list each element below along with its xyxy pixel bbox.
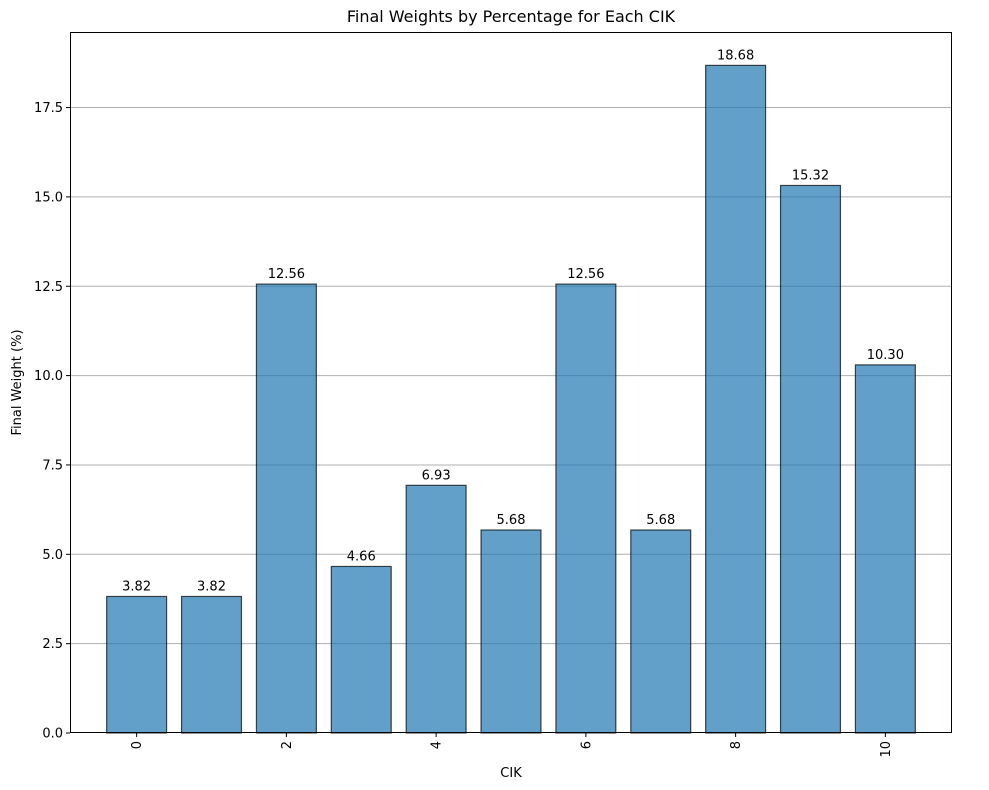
y-tick-label: 5.0	[42, 548, 63, 563]
gridlines	[70, 107, 952, 645]
bar	[255, 283, 317, 734]
x-tick-label: 2	[280, 741, 295, 749]
x-tick-label: 8	[729, 741, 744, 749]
x-axis-label: CIK	[500, 766, 522, 781]
y-tick-label: 10.0	[34, 369, 63, 384]
bar	[779, 184, 842, 734]
bar-value-label: 15.32	[792, 168, 829, 183]
bar-value-label: 10.30	[867, 348, 904, 363]
chart-title: Final Weights by Percentage for Each CIK	[347, 7, 676, 26]
bar-value-label: 6.93	[422, 468, 451, 483]
bar	[405, 484, 467, 734]
y-tick-label: 2.5	[42, 637, 63, 652]
y-axis-ticks: 0.0 2.5 5.0 7.5 10.0 12.5 15.0 17.5	[34, 101, 70, 742]
bar	[705, 64, 767, 734]
plot-frame	[70, 32, 952, 733]
y-tick-label: 17.5	[34, 101, 63, 116]
bar-value-label: 18.68	[717, 48, 754, 63]
bar-value-label: 5.68	[646, 513, 675, 528]
y-tick-label: 0.0	[42, 727, 63, 742]
x-tick-label: 6	[579, 741, 594, 749]
bar	[854, 364, 916, 734]
bar-value-labels: 3.82 3.82 12.56 4.66 6.93 5.68 12.56 5.68 18.68 1…	[122, 48, 904, 594]
bar-value-label: 12.56	[268, 267, 305, 282]
x-tick-label: 4	[430, 741, 445, 749]
bar	[106, 595, 168, 734]
bar	[630, 529, 692, 734]
y-tick-label: 12.5	[34, 280, 63, 295]
bar-value-label: 5.68	[497, 513, 526, 528]
bar-value-label: 3.82	[197, 579, 226, 594]
bar-value-label: 4.66	[347, 549, 376, 564]
y-tick-label: 7.5	[42, 458, 63, 473]
x-axis-ticks: 0 2 4 6 8 10	[130, 733, 894, 758]
bar	[480, 529, 542, 734]
bars	[106, 64, 916, 734]
bar	[330, 565, 392, 734]
bar	[555, 283, 617, 734]
x-tick-label: 10	[879, 741, 894, 758]
y-tick-label: 15.0	[34, 190, 63, 205]
y-axis-label: Final Weight (%)	[10, 329, 25, 435]
x-tick-label: 0	[130, 741, 145, 749]
bar-value-label: 12.56	[567, 267, 604, 282]
bar	[180, 595, 243, 734]
bar-value-label: 3.82	[122, 579, 151, 594]
